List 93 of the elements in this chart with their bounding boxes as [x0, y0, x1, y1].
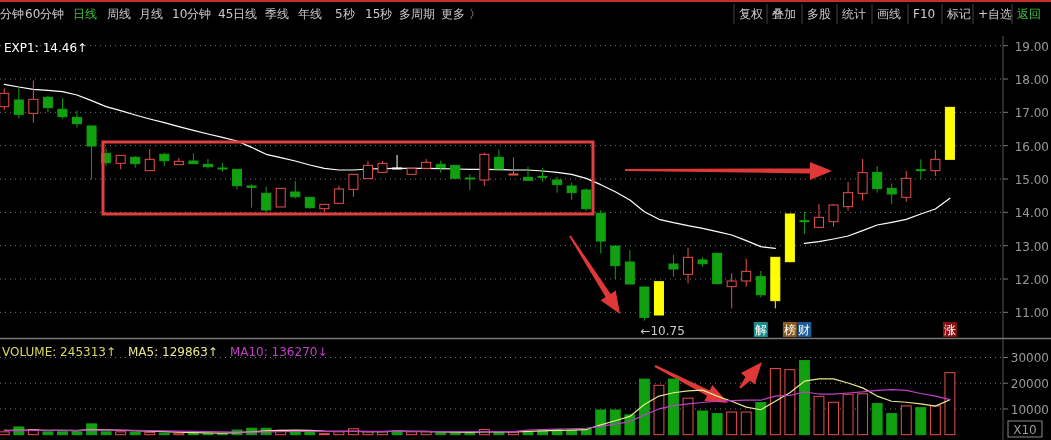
bar [813, 395, 825, 436]
y-tick-label: 15.00 [1014, 173, 1049, 187]
text: MA10: 136270↓ [229, 345, 328, 359]
bar [682, 397, 694, 436]
annotation: ←10.75 [640, 323, 685, 338]
text: VOLUME: 245313↑ [2, 345, 116, 359]
bar [798, 360, 810, 436]
annotation: 榜 [783, 323, 796, 337]
bar [71, 431, 83, 436]
candlestick [28, 80, 39, 124]
text: 多股 [807, 7, 831, 21]
bar [668, 378, 679, 436]
candlestick [435, 160, 446, 174]
text: 分钟 [0, 7, 24, 21]
text: 10分钟 [172, 7, 212, 21]
annotation: 涨 [943, 323, 956, 337]
candlestick [57, 97, 68, 120]
bar [697, 410, 709, 436]
text: F10 [913, 7, 936, 21]
candlestick [930, 149, 941, 177]
text: +自选 [978, 7, 1013, 21]
bar [711, 413, 723, 436]
y-tick-label: 16.00 [1014, 139, 1049, 154]
text: 统计 [842, 7, 866, 21]
candlestick [886, 182, 897, 205]
text: 叠加 [772, 7, 796, 21]
bar [755, 402, 767, 436]
text: X10 [1013, 423, 1037, 437]
y-tick-label: 10000 [1010, 402, 1049, 417]
y-tick-label: 17.00 [1014, 106, 1049, 121]
bar [784, 369, 796, 436]
bar [929, 405, 941, 436]
candlestick [901, 170, 912, 203]
bar [944, 372, 956, 436]
text: 月线 [139, 7, 163, 21]
text: 5秒 [335, 7, 355, 21]
text: 年线 [298, 7, 322, 21]
text: 复权 [739, 7, 763, 21]
text: MA5: 129863↑ [127, 345, 218, 359]
text: 45日线 [218, 7, 258, 21]
y-tick-label: 30000 [1010, 351, 1049, 366]
bar [857, 393, 869, 436]
text: 更多 〉 [441, 7, 481, 21]
text: 多周期 [399, 7, 435, 21]
candlestick [130, 156, 141, 169]
bar [144, 431, 156, 436]
text: 15秒 [365, 7, 393, 21]
candlestick [42, 95, 53, 113]
y-tick-label: 12.00 [1014, 273, 1049, 287]
bar [828, 401, 839, 436]
bar [886, 413, 898, 436]
y-tick-label: 11.00 [1014, 306, 1049, 321]
y-tick-label: 18.00 [1014, 73, 1049, 87]
bar [638, 378, 650, 436]
candlestick [261, 186, 272, 214]
text: 周线 [107, 7, 131, 21]
y-tick-label: 19.00 [1014, 39, 1049, 54]
bar [915, 407, 927, 436]
text: 返回 [1017, 7, 1041, 21]
candlestick [683, 247, 694, 284]
bar [0, 431, 10, 436]
candlestick [202, 158, 213, 170]
annotation: 14.46↑ [42, 41, 88, 55]
y-tick-label: 20000 [1010, 377, 1049, 392]
bar [115, 431, 127, 436]
candlestick [843, 181, 854, 212]
bar [100, 431, 112, 436]
bar [871, 403, 883, 436]
y-tick-label: 13.00 [1014, 239, 1049, 254]
text: 60分钟 [25, 7, 65, 21]
text: EXP1: [4, 41, 39, 55]
bar [653, 384, 665, 436]
bar [900, 405, 912, 436]
bar [842, 393, 854, 436]
bar [740, 411, 752, 436]
y-tick-label: 14.00 [1014, 206, 1049, 221]
candlestick [857, 158, 868, 202]
bar [42, 431, 54, 436]
candlestick [0, 87, 10, 111]
text: 标记 [946, 7, 971, 21]
candlestick [552, 176, 563, 194]
candlestick [872, 165, 883, 194]
text: 日线 [73, 7, 97, 21]
text: 画线 [877, 7, 901, 21]
annotation: 财 [798, 323, 811, 337]
text: 季线 [265, 7, 289, 21]
bar [129, 431, 141, 436]
bar [726, 411, 738, 436]
bar [769, 368, 781, 436]
bar [57, 431, 68, 436]
candlestick [72, 110, 83, 129]
annotation: 解 [754, 323, 767, 337]
candlestick [595, 209, 606, 254]
